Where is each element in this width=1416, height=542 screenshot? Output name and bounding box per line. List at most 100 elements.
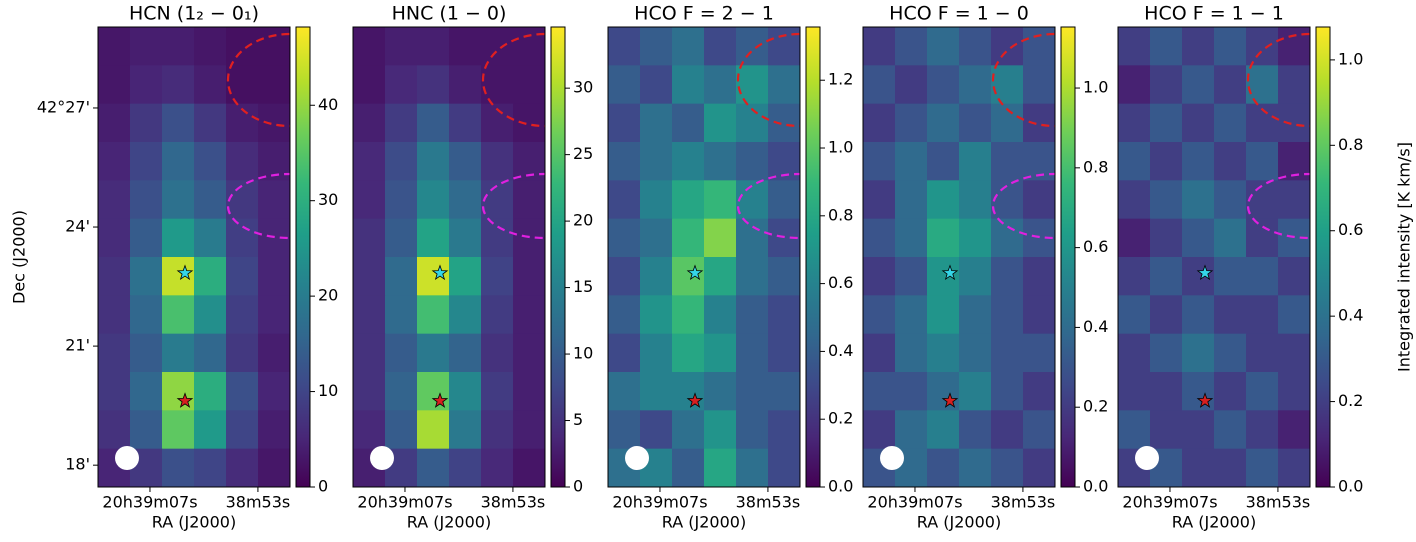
heatmap-cell [704, 27, 737, 66]
heatmap-cell [481, 448, 514, 488]
heatmap-cell [162, 103, 195, 143]
heatmap-cell [608, 142, 641, 181]
heatmap-cell [1182, 295, 1215, 335]
heatmap-cell [895, 180, 928, 220]
heatmap-cell [927, 218, 960, 258]
heatmap-cell [1278, 372, 1311, 411]
y-tick-label: 24' [65, 217, 90, 236]
colorbar-tick-label: 0.4 [1338, 306, 1363, 325]
heatmap-cell [162, 65, 195, 105]
heatmap-cell [704, 218, 737, 258]
heatmap-cell [672, 257, 705, 296]
heatmap-cell [672, 142, 705, 181]
heatmap-cell [513, 295, 546, 335]
heatmap-cell [481, 410, 514, 450]
heatmap-cell [1150, 27, 1183, 66]
heatmap-cell [1118, 103, 1151, 143]
colorbar-tick-label: 0.8 [828, 205, 853, 224]
heatmap-cell [513, 180, 546, 220]
heatmap-cell [1246, 372, 1279, 411]
heatmap-cell [162, 410, 195, 450]
heatmap-cell [449, 372, 482, 411]
x-tick-label: 20h39m07s [867, 493, 962, 512]
heatmap-cell [959, 218, 992, 258]
heatmap-cell [672, 410, 705, 450]
heatmap-cell [98, 333, 131, 373]
heatmap-cell [640, 180, 673, 220]
heatmap-cell [481, 27, 514, 66]
heatmap-cell [640, 218, 673, 258]
heatmap-cell [704, 333, 737, 373]
heatmap-cell [863, 27, 896, 66]
region-outline [226, 32, 290, 128]
colorbar-tick-label: 0.4 [828, 341, 853, 360]
heatmap-cell [640, 333, 673, 373]
colorbar-tick-label: 20 [573, 211, 593, 230]
heatmap-cell [608, 372, 641, 411]
heatmap-cell [98, 295, 131, 335]
heatmap-cell [162, 180, 195, 220]
heatmap-cell [417, 372, 450, 411]
colorbar-tick-label: 0 [573, 477, 583, 496]
heatmap-cell [768, 103, 801, 143]
heatmap-cell [672, 218, 705, 258]
heatmap-cell [863, 65, 896, 105]
heatmap-cell [1118, 180, 1151, 220]
heatmap-cell [513, 333, 546, 373]
heatmap-cell [927, 180, 960, 220]
heatmap-cell [417, 27, 450, 66]
axes-frame [352, 26, 546, 488]
heatmap-cell [194, 103, 227, 143]
heatmap-cell [1246, 142, 1279, 181]
heatmap-cell [1246, 27, 1279, 66]
heatmap-cell [417, 103, 450, 143]
heatmap-cell [1278, 333, 1311, 373]
heatmap-cell [704, 410, 737, 450]
heatmap-cell [258, 27, 291, 66]
heatmap-cell [1023, 27, 1056, 66]
heatmap-cell [98, 218, 131, 258]
x-tick-label: 20h39m07s [612, 493, 707, 512]
heatmap-cell [863, 218, 896, 258]
colorbar-tick-label: 30 [573, 78, 593, 97]
star-marker [686, 264, 704, 281]
heatmap-cell [1278, 448, 1311, 488]
heatmap-cell [895, 257, 928, 296]
heatmap-cell [640, 142, 673, 181]
star-marker [686, 392, 704, 408]
heatmap-cell [895, 372, 928, 411]
heatmap-cell [1118, 218, 1151, 258]
colorbar-tick-label: 1.0 [1083, 78, 1108, 97]
heatmap-cell [258, 295, 291, 335]
heatmap-cell [385, 142, 418, 181]
heatmap-cell [736, 448, 769, 488]
heatmap-cell [927, 372, 960, 411]
heatmap-cell [1023, 372, 1056, 411]
heatmap-cell [672, 103, 705, 143]
heatmap-cell [959, 257, 992, 296]
heatmap-cell [130, 27, 163, 66]
heatmap-cell [640, 295, 673, 335]
heatmap-cell [640, 372, 673, 411]
heatmap-cell [1118, 333, 1151, 373]
heatmap-cell [736, 333, 769, 373]
heatmap-cell [1182, 257, 1215, 296]
heatmap-cell [959, 372, 992, 411]
heatmap-cell [959, 142, 992, 181]
heatmap-cell [959, 180, 992, 220]
heatmap-cell [353, 103, 386, 143]
heatmap-cell [1278, 180, 1311, 220]
heatmap-cell [385, 410, 418, 450]
heatmap-cell [1023, 410, 1056, 450]
heatmap-cell [353, 257, 386, 296]
heatmap-cell [1214, 448, 1247, 488]
colorbar-tick-label: 0.0 [1083, 477, 1108, 496]
star-marker [1196, 264, 1214, 281]
colorbar-tick-label: 0.6 [1338, 220, 1363, 239]
heatmap-cell [481, 257, 514, 296]
heatmap-cell [1150, 180, 1183, 220]
heatmap-cell [162, 257, 195, 296]
heatmap-cell [1182, 65, 1215, 105]
heatmap-cell [1214, 295, 1247, 335]
colorbar [805, 26, 821, 488]
